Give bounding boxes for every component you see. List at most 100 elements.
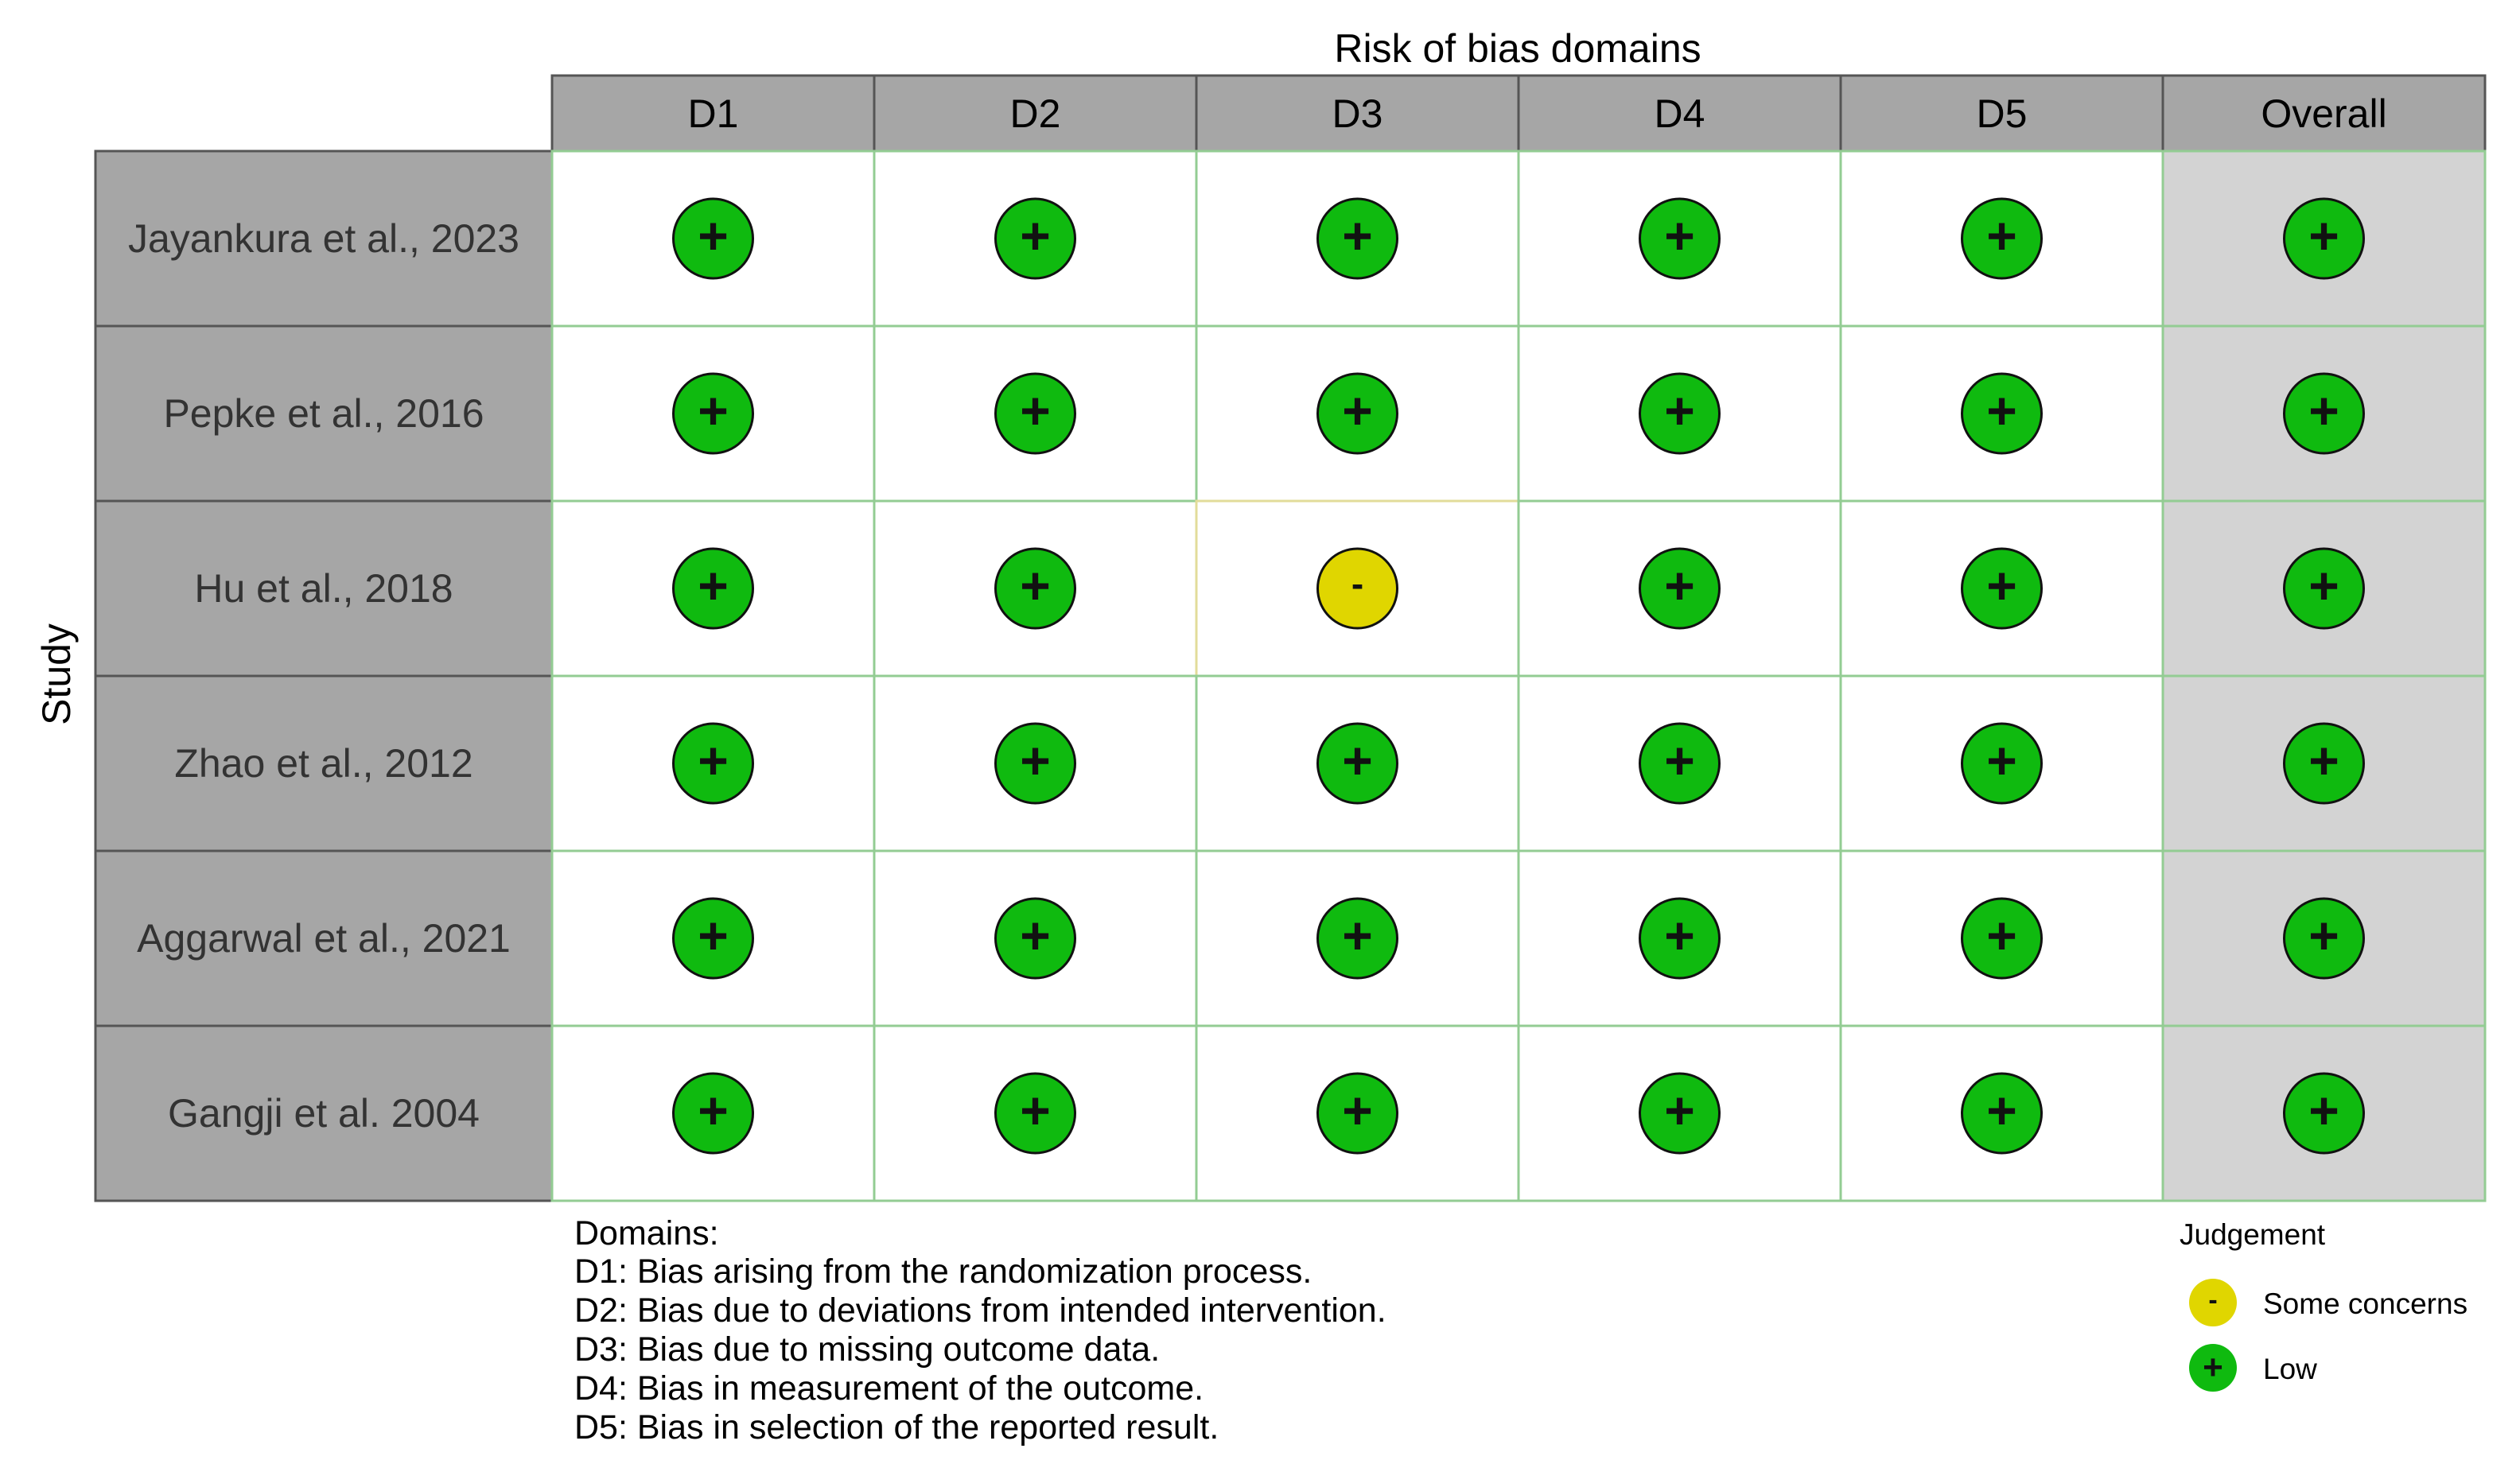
domain-header-label: D1 [688, 91, 739, 136]
study-label: Zhao et al., 2012 [174, 741, 472, 786]
judgement-marker [1961, 897, 2043, 980]
judgement-symbol: + [2308, 206, 2339, 265]
judgement-symbol: + [1020, 906, 1051, 965]
judgement-marker [1316, 722, 1398, 805]
judgement-symbol: + [1986, 906, 2017, 965]
judgement-marker [1639, 372, 1721, 455]
judgement-marker [1316, 372, 1398, 455]
judgement-symbol: + [2308, 906, 2339, 965]
judgement-symbol: + [698, 906, 729, 965]
judgement-marker [1316, 197, 1398, 280]
judgement-marker [672, 1072, 754, 1155]
study-label-cell [94, 324, 554, 503]
judgement-symbol: + [1986, 206, 2017, 265]
judgement-marker [1961, 372, 2043, 455]
judgement-marker [1639, 197, 1721, 280]
judgement-symbol: + [2308, 1081, 2339, 1140]
judgement-marker [1316, 1072, 1398, 1155]
judgement-symbol: + [1020, 1081, 1051, 1140]
judgement-marker [672, 547, 754, 630]
judgement-marker [1639, 722, 1721, 805]
legend-marker [2189, 1344, 2237, 1392]
judgement-marker [1961, 722, 2043, 805]
domains-key-line: D4: Bias in measurement of the outcome. [574, 1369, 1204, 1408]
judgement-marker [1639, 897, 1721, 980]
judgement-symbol: + [1664, 1081, 1695, 1140]
judgement-symbol: + [1020, 556, 1051, 615]
judgement-cell [550, 150, 876, 328]
legend-label: Low [2263, 1353, 2317, 1385]
domains-key-title: Domains: [574, 1214, 719, 1252]
domains-key-line: D2: Bias due to deviations from intended… [574, 1291, 1386, 1330]
legend-marker [2189, 1279, 2237, 1326]
study-label-cell [94, 674, 554, 852]
judgement-symbol: + [1664, 381, 1695, 440]
study-label: Pepke et al., 2016 [163, 391, 484, 436]
legend-symbol: + [2203, 1348, 2223, 1387]
study-label-cell [94, 1024, 554, 1202]
judgement-marker [2283, 1072, 2365, 1155]
judgement-legend: Judgement - Some concerns + Low [2180, 1218, 2468, 1392]
study-label-cell [94, 849, 554, 1027]
domains-key-line: D1: Bias arising from the randomization … [574, 1252, 1312, 1291]
judgement-marker [994, 897, 1076, 980]
judgement-symbol: + [1986, 381, 2017, 440]
judgement-symbol: + [1020, 206, 1051, 265]
judgement-marker [2283, 197, 2365, 280]
domain-header-cell [1195, 74, 1520, 153]
judgement-marker [672, 897, 754, 980]
judgement-symbol: + [1342, 906, 1373, 965]
study-label: Jayankura et al., 2023 [128, 216, 519, 261]
judgement-marker [994, 197, 1076, 280]
judgement-symbol: + [1342, 381, 1373, 440]
judgement-marker [672, 197, 754, 280]
judgement-symbol: + [698, 381, 729, 440]
legend-symbol: - [2208, 1285, 2217, 1315]
judgement-marker [1961, 547, 2043, 630]
domains-key: Domains:D1: Bias arising from the random… [574, 1214, 1386, 1447]
judgement-symbol: + [1342, 1081, 1373, 1140]
judgement-marker [1961, 197, 2043, 280]
legend-label: Some concerns [2263, 1287, 2468, 1320]
judgement-symbol: + [1342, 731, 1373, 790]
domain-header-cell [2161, 74, 2487, 153]
judgement-marker [1639, 1072, 1721, 1155]
judgement-symbol: - [1351, 563, 1363, 604]
study-label-cell [94, 499, 554, 678]
study-label: Gangji et al. 2004 [168, 1091, 480, 1136]
judgement-symbol: + [1664, 556, 1695, 615]
chart-title: Risk of bias domains [1334, 26, 1701, 71]
domain-header-cell [550, 74, 876, 153]
judgement-symbol: + [698, 1081, 729, 1140]
domains-key-line: D3: Bias due to missing outcome data. [574, 1330, 1160, 1369]
domain-header-label: D2 [1010, 91, 1061, 136]
judgement-symbol: + [698, 556, 729, 615]
domain-header-label: D3 [1332, 91, 1383, 136]
judgement-marker [2283, 372, 2365, 455]
judgement-marker [1639, 547, 1721, 630]
domain-header-label: D5 [1977, 91, 2028, 136]
domain-header-cell [873, 74, 1198, 153]
judgement-symbol: + [1020, 381, 1051, 440]
y-axis-label: Study [34, 623, 79, 725]
judgement-symbol: + [1664, 206, 1695, 265]
judgement-symbol: + [1020, 731, 1051, 790]
judgement-marker [2283, 897, 2365, 980]
legend-title: Judgement [2180, 1218, 2326, 1251]
study-label: Hu et al., 2018 [194, 566, 453, 611]
judgement-symbol: + [2308, 556, 2339, 615]
judgement-symbol: + [1664, 731, 1695, 790]
judgement-symbol: + [1342, 206, 1373, 265]
judgement-symbol: + [698, 731, 729, 790]
judgement-marker [1961, 1072, 2043, 1155]
judgement-symbol: + [1664, 906, 1695, 965]
domains-key-line: D5: Bias in selection of the reported re… [574, 1408, 1219, 1447]
judgement-symbol: + [1986, 556, 2017, 615]
domain-header-label: D4 [1655, 91, 1705, 136]
judgement-marker [994, 372, 1076, 455]
judgement-marker [672, 372, 754, 455]
judgement-marker [672, 722, 754, 805]
judgement-marker [2283, 722, 2365, 805]
judgement-symbol: + [1986, 1081, 2017, 1140]
